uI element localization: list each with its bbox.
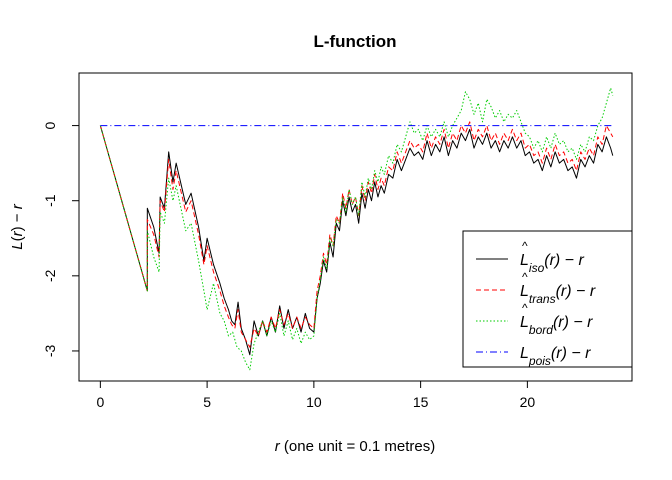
series-line-iso	[99, 125, 614, 356]
x-axis: 0 5 10 15 20	[96, 380, 536, 410]
x-tick-label: 20	[520, 394, 536, 410]
legend: Liso(r) − r^Ltrans(r) − r^Lbord(r) − r^L…	[462, 230, 633, 368]
legend-hat-iso: ^	[522, 239, 528, 253]
chart-title: L-function	[313, 32, 396, 51]
legend-hat-trans: ^	[522, 270, 528, 284]
y-axis: 0 -1 -2 -3	[42, 121, 80, 358]
y-tick-label: 0	[42, 121, 58, 129]
legend-items: Liso(r) − r^Ltrans(r) − r^Lbord(r) − r^L…	[476, 239, 596, 368]
legend-label-iso: Liso(r) − r	[520, 252, 584, 275]
x-axis-label-text: (one unit = 0.1 metres)	[280, 438, 436, 455]
legend-box	[462, 230, 633, 368]
x-axis-label-var: r	[275, 438, 281, 455]
y-tick-label: -2	[42, 269, 58, 282]
y-tick-label: -3	[42, 345, 58, 358]
series-layer	[99, 87, 614, 371]
y-tick-label: -1	[42, 194, 58, 207]
x-axis-label: r (one unit = 0.1 metres)	[275, 438, 436, 455]
legend-label-bord: Lbord(r) − r	[520, 314, 593, 337]
series-line-trans	[99, 121, 614, 348]
legend-label-pois: Lpois(r) − r	[520, 345, 591, 368]
x-tick-label: 10	[306, 394, 322, 410]
legend-hat-bord: ^	[522, 301, 528, 315]
x-tick-label: 0	[96, 394, 104, 410]
legend-label-trans: Ltrans(r) − r	[520, 283, 596, 306]
y-axis-label: L(r) − r	[9, 203, 26, 249]
series-line-bord	[99, 87, 614, 371]
x-tick-label: 15	[413, 394, 429, 410]
x-tick-label: 5	[203, 394, 211, 410]
